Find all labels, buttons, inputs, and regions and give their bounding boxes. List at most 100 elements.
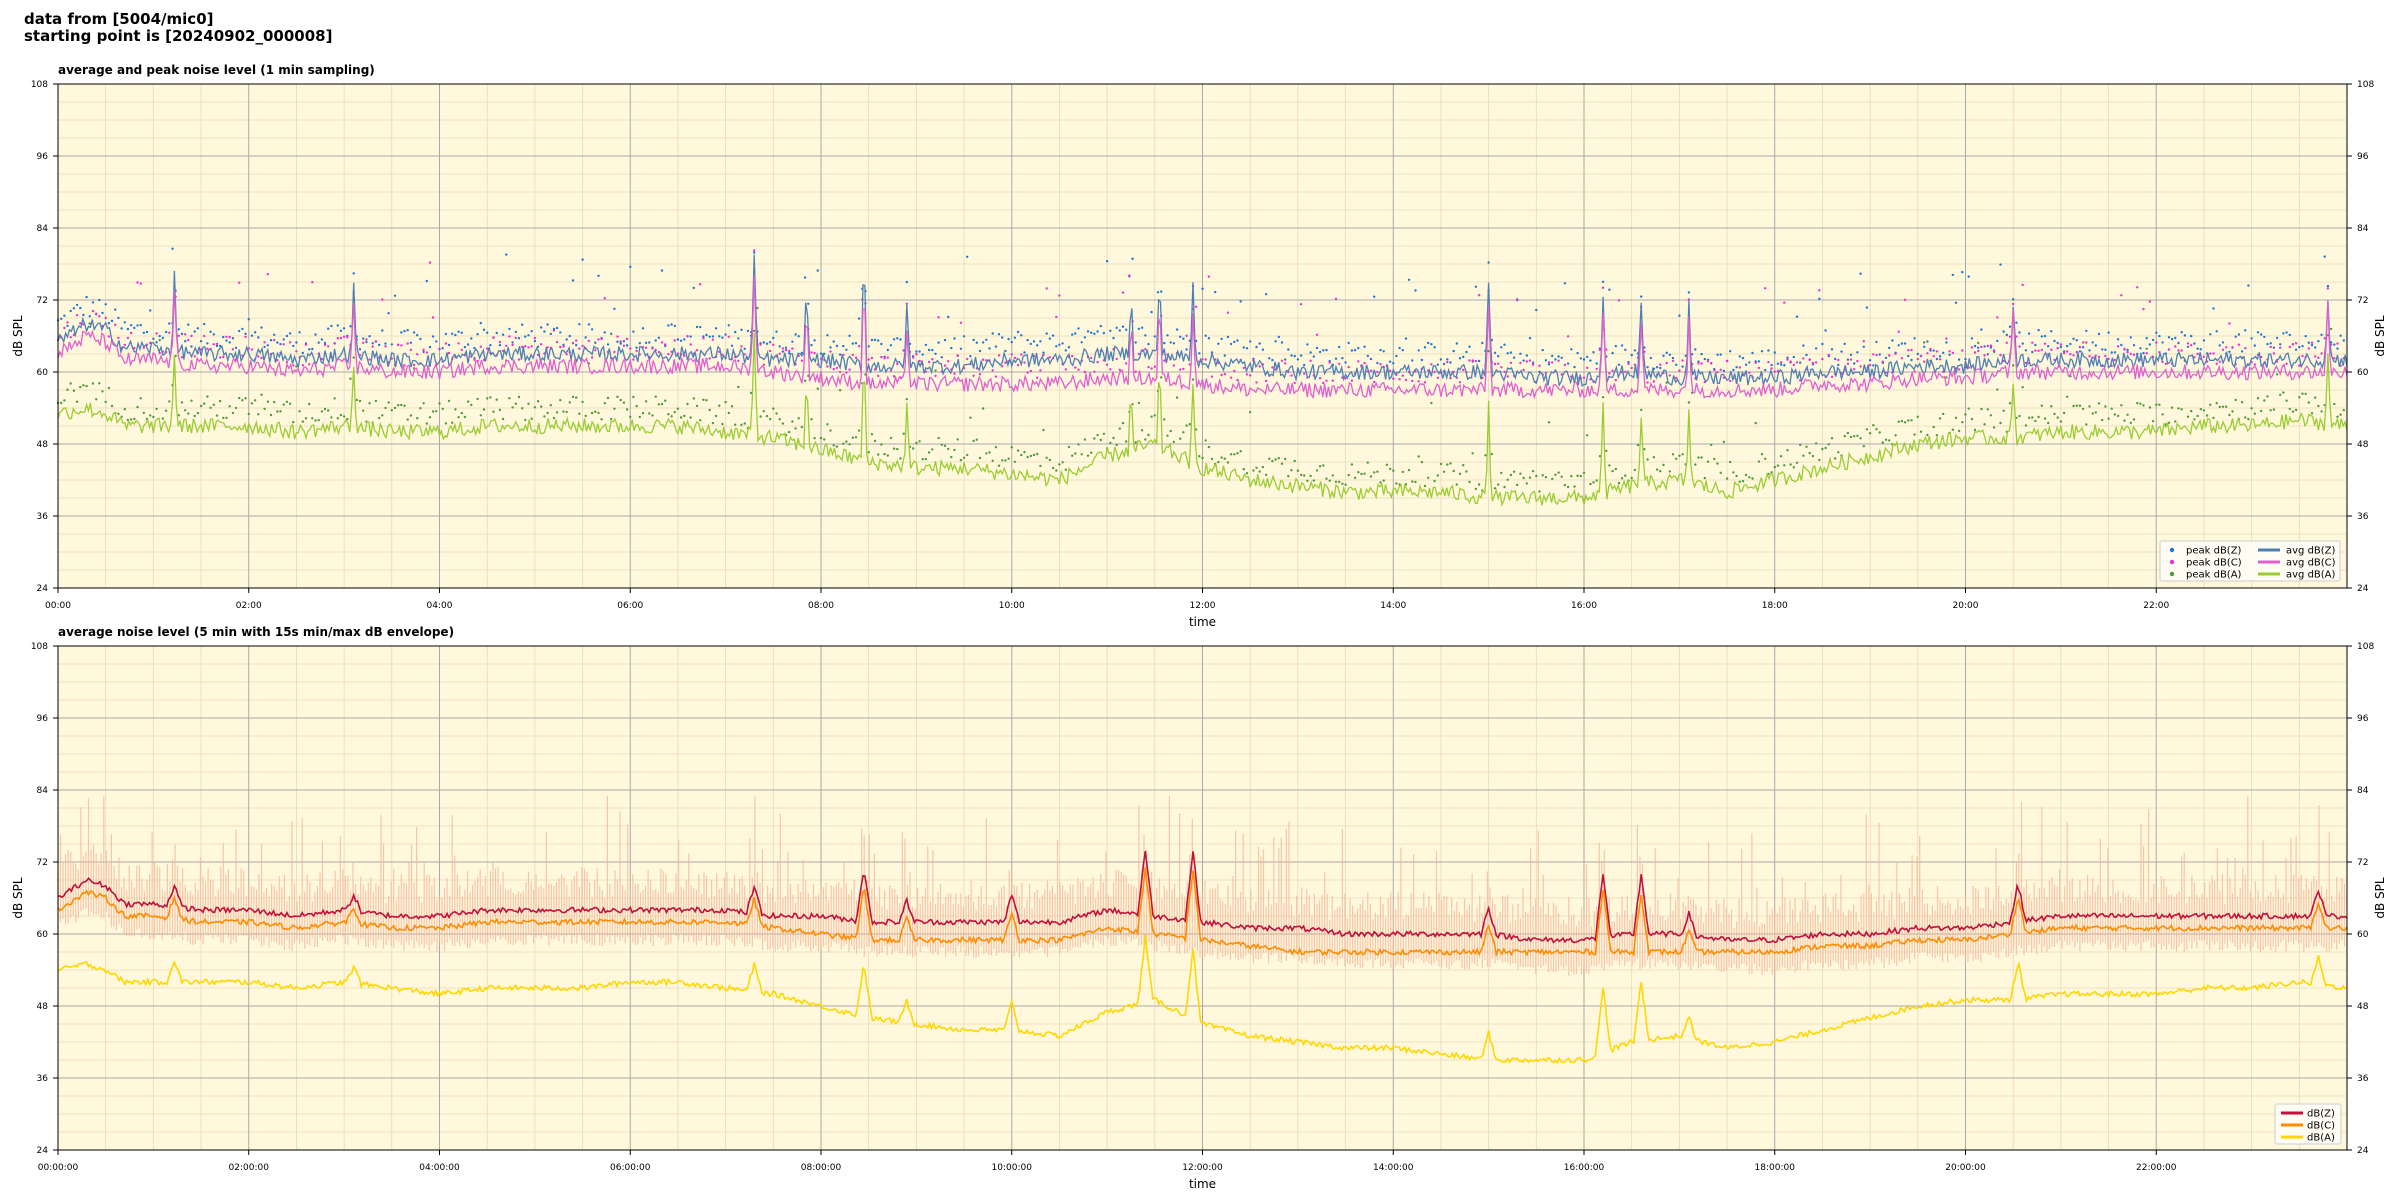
scatter-point xyxy=(1519,352,1522,355)
legend-label: dB(Z) xyxy=(2307,1109,2335,1120)
scatter-point xyxy=(600,337,603,341)
scatter-point xyxy=(1675,457,1678,460)
scatter-point xyxy=(1977,346,1980,349)
scatter-point xyxy=(1318,377,1322,380)
scatter-point xyxy=(571,395,575,399)
scatter-point xyxy=(308,348,311,351)
scatter-point xyxy=(505,344,508,347)
scatter-point xyxy=(279,342,282,346)
scatter-point xyxy=(1522,368,1525,372)
scatter-point xyxy=(708,408,711,412)
scatter-point xyxy=(1188,423,1192,426)
scatter-point xyxy=(759,343,762,346)
scatter-point xyxy=(164,330,168,334)
scatter-point xyxy=(2218,405,2221,409)
scatter-point xyxy=(2110,351,2113,354)
scatter-point xyxy=(66,321,69,324)
scatter-point xyxy=(1350,379,1354,382)
scatter-point xyxy=(2027,416,2031,419)
scatter-point xyxy=(2266,395,2269,398)
scatter-point xyxy=(768,341,772,344)
scatter-point xyxy=(2021,386,2024,389)
scatter-point xyxy=(1144,334,1147,337)
scatter-point xyxy=(1757,360,1761,363)
scatter-point xyxy=(273,338,276,342)
scatter-point xyxy=(2180,349,2183,352)
scatter-point xyxy=(981,407,985,410)
scatter-point xyxy=(1500,366,1503,369)
scatter-point xyxy=(1786,449,1789,452)
scatter-point xyxy=(702,335,705,338)
scatter-point xyxy=(1058,463,1061,466)
scatter-point xyxy=(1268,457,1271,460)
scatter-point xyxy=(2170,406,2174,409)
scatter-point xyxy=(826,365,829,368)
scatter-point xyxy=(1818,458,1821,462)
scatter-point xyxy=(714,327,718,330)
scatter-point xyxy=(168,331,171,334)
scatter-point xyxy=(743,422,746,425)
scatter-point xyxy=(158,334,161,338)
scatter-point xyxy=(1608,288,1611,291)
scatter-point xyxy=(2186,415,2190,418)
scatter-point xyxy=(953,448,956,452)
scatter-point xyxy=(104,400,107,404)
y-tick-label-right: 84 xyxy=(2357,786,2369,796)
scatter-point xyxy=(276,359,279,362)
scatter-point xyxy=(1773,370,1777,373)
legend-label: peak dB(A) xyxy=(2186,570,2242,581)
scatter-point xyxy=(2174,345,2177,348)
scatter-point xyxy=(803,276,807,279)
scatter-point xyxy=(2078,350,2082,353)
scatter-point xyxy=(228,341,231,344)
scatter-point xyxy=(1493,362,1497,366)
scatter-point xyxy=(1379,348,1382,352)
scatter-point xyxy=(1808,451,1811,455)
scatter-point xyxy=(2167,336,2171,339)
x-tick-label: 02:00 xyxy=(236,601,262,611)
y-tick-label-right: 24 xyxy=(2357,1146,2369,1156)
scatter-point xyxy=(2062,350,2066,353)
y-tick-label-left: 84 xyxy=(37,786,49,796)
scatter-point xyxy=(2116,338,2120,341)
scatter-point xyxy=(950,455,953,459)
scatter-point xyxy=(734,423,737,426)
scatter-point xyxy=(2043,417,2047,420)
scatter-point xyxy=(724,400,727,404)
scatter-point xyxy=(606,396,610,400)
scatter-point xyxy=(139,324,142,327)
scatter-point xyxy=(228,405,231,408)
scatter-point xyxy=(1175,396,1179,399)
scatter-point xyxy=(565,353,568,356)
scatter-point xyxy=(473,356,476,360)
scatter-point xyxy=(1729,379,1732,383)
x-tick-label: 16:00:00 xyxy=(1564,1163,1605,1173)
scatter-point xyxy=(947,360,950,363)
scatter-point xyxy=(1198,352,1201,355)
scatter-point xyxy=(349,325,352,328)
scatter-point xyxy=(2008,402,2012,405)
scatter-point xyxy=(1417,455,1420,458)
scatter-point xyxy=(988,347,991,350)
scatter-point xyxy=(899,457,902,460)
scatter-point xyxy=(501,417,505,421)
scatter-point xyxy=(530,345,533,348)
scatter-point xyxy=(187,338,190,342)
scatter-point xyxy=(1404,337,1408,340)
figure-title: data from [5004/mic0] starting point is … xyxy=(24,11,332,45)
scatter-point xyxy=(2310,341,2314,344)
scatter-point xyxy=(1204,358,1207,361)
scatter-point xyxy=(673,410,676,414)
scatter-point xyxy=(1423,484,1427,488)
scatter-point xyxy=(209,330,212,333)
scatter-point xyxy=(209,406,212,409)
scatter-point xyxy=(2069,342,2072,346)
scatter-point xyxy=(1512,470,1516,473)
scatter-point xyxy=(1951,428,1955,431)
scatter-point xyxy=(1576,351,1579,355)
scatter-point xyxy=(2161,413,2164,416)
scatter-point xyxy=(1528,476,1532,479)
scatter-point xyxy=(422,402,425,405)
scatter-point xyxy=(676,352,680,355)
scatter-point xyxy=(524,418,527,422)
